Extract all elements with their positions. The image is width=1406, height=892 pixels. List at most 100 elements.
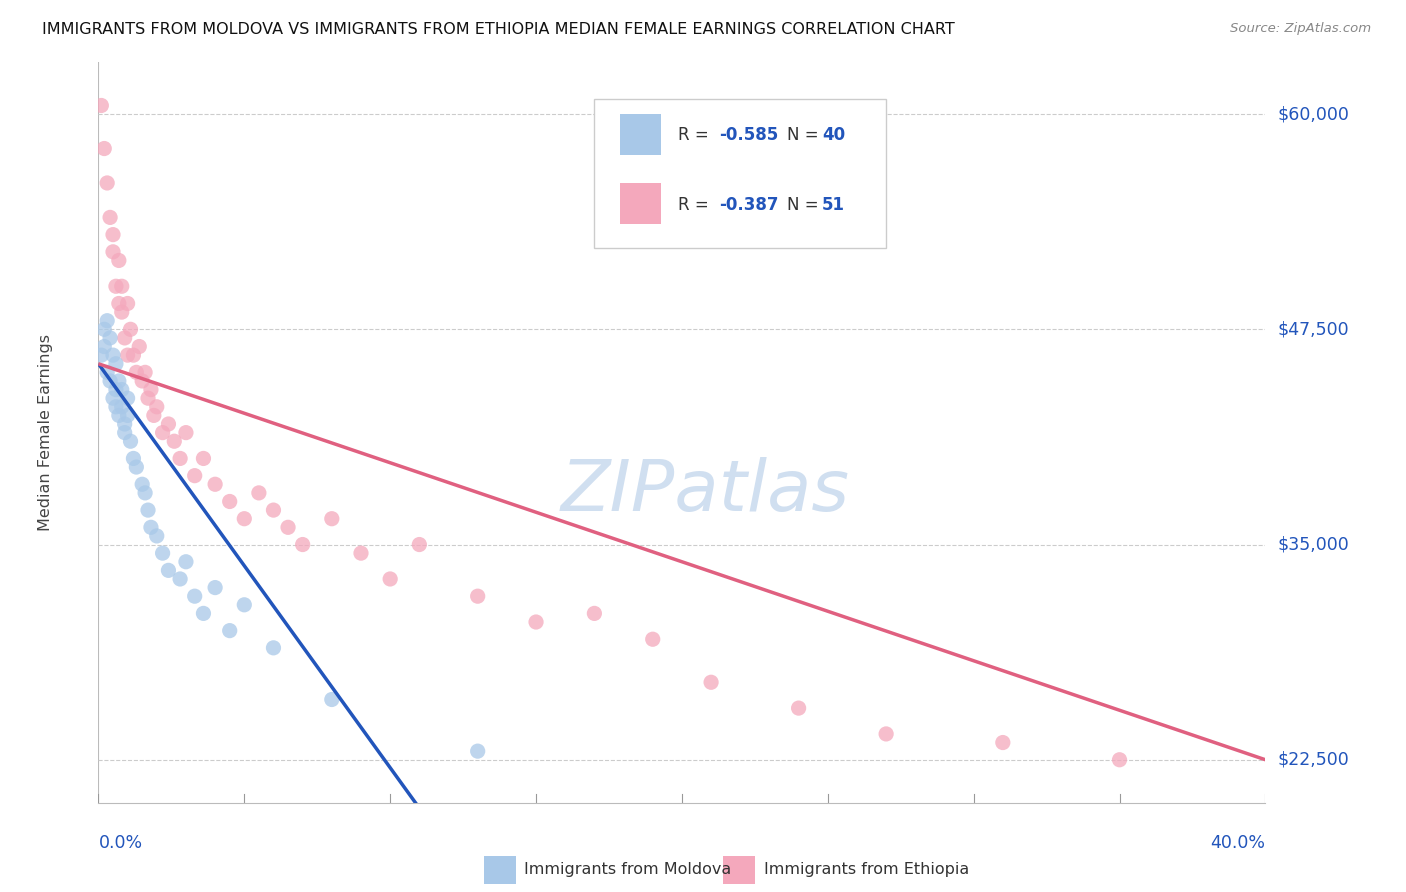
Point	[117, 409, 139, 423]
Point	[101, 391, 124, 405]
Point	[787, 701, 810, 715]
Point	[117, 348, 139, 362]
Point	[174, 555, 197, 569]
Text: N =: N =	[787, 195, 824, 213]
FancyBboxPatch shape	[595, 99, 886, 247]
Point	[163, 434, 186, 449]
Point	[152, 425, 174, 440]
Point	[131, 477, 153, 491]
Text: R =: R =	[679, 195, 714, 213]
Point	[183, 468, 205, 483]
Point	[218, 494, 240, 508]
Point	[101, 227, 124, 242]
Point	[193, 451, 215, 466]
Point	[157, 417, 180, 431]
Point	[122, 348, 145, 362]
Point	[321, 692, 343, 706]
Point	[174, 425, 197, 440]
Point	[93, 142, 115, 156]
Text: -0.387: -0.387	[720, 195, 779, 213]
Text: Median Female Earnings: Median Female Earnings	[38, 334, 53, 531]
Point	[467, 589, 489, 603]
Point	[321, 512, 343, 526]
Point	[93, 339, 115, 353]
Point	[134, 486, 156, 500]
Point	[204, 477, 226, 491]
Point	[122, 451, 145, 466]
Point	[90, 98, 112, 112]
FancyBboxPatch shape	[620, 114, 661, 155]
Point	[583, 607, 606, 621]
Point	[111, 383, 134, 397]
Point	[169, 572, 191, 586]
Text: IMMIGRANTS FROM MOLDOVA VS IMMIGRANTS FROM ETHIOPIA MEDIAN FEMALE EARNINGS CORRE: IMMIGRANTS FROM MOLDOVA VS IMMIGRANTS FR…	[42, 22, 955, 37]
Text: -0.585: -0.585	[720, 126, 779, 144]
Point	[991, 735, 1014, 749]
Point	[114, 417, 136, 431]
Point	[96, 314, 118, 328]
Point	[350, 546, 373, 560]
Point	[117, 296, 139, 310]
Point	[380, 572, 402, 586]
Point	[108, 374, 131, 388]
Text: $22,500: $22,500	[1277, 751, 1348, 769]
Point	[125, 460, 148, 475]
Point	[152, 546, 174, 560]
Point	[104, 279, 127, 293]
Point	[218, 624, 240, 638]
Point	[139, 520, 162, 534]
Text: Immigrants from Ethiopia: Immigrants from Ethiopia	[763, 862, 969, 877]
Point	[233, 512, 256, 526]
Point	[111, 400, 134, 414]
Point	[104, 383, 127, 397]
Point	[157, 563, 180, 577]
Point	[101, 244, 124, 259]
Point	[90, 348, 112, 362]
Text: Immigrants from Moldova: Immigrants from Moldova	[524, 862, 731, 877]
Point	[104, 357, 127, 371]
Point	[139, 383, 162, 397]
Point	[183, 589, 205, 603]
Point	[233, 598, 256, 612]
FancyBboxPatch shape	[620, 183, 661, 224]
Point	[277, 520, 299, 534]
Text: ZIPatlas: ZIPatlas	[561, 458, 849, 526]
Point	[146, 400, 169, 414]
FancyBboxPatch shape	[484, 856, 516, 884]
Point	[104, 400, 127, 414]
Point	[98, 211, 121, 225]
Point	[700, 675, 723, 690]
Point	[125, 365, 148, 379]
Point	[117, 391, 139, 405]
Point	[120, 434, 142, 449]
Point	[204, 581, 226, 595]
Point	[262, 640, 284, 655]
Point	[111, 279, 134, 293]
Point	[114, 425, 136, 440]
Point	[193, 607, 215, 621]
Point	[96, 365, 118, 379]
Point	[108, 253, 131, 268]
Point	[93, 322, 115, 336]
Point	[120, 322, 142, 336]
Point	[142, 409, 165, 423]
Point	[1108, 753, 1130, 767]
Point	[262, 503, 284, 517]
Point	[101, 348, 124, 362]
Point	[98, 374, 121, 388]
Point	[408, 537, 430, 551]
Point	[169, 451, 191, 466]
Point	[131, 374, 153, 388]
Point	[128, 339, 150, 353]
Text: N =: N =	[787, 126, 824, 144]
Point	[98, 331, 121, 345]
Point	[108, 296, 131, 310]
Text: $35,000: $35,000	[1277, 535, 1348, 554]
Point	[136, 391, 159, 405]
Point	[108, 409, 131, 423]
Point	[136, 503, 159, 517]
Point	[641, 632, 664, 647]
Point	[467, 744, 489, 758]
Point	[875, 727, 897, 741]
Text: $47,500: $47,500	[1277, 320, 1348, 338]
